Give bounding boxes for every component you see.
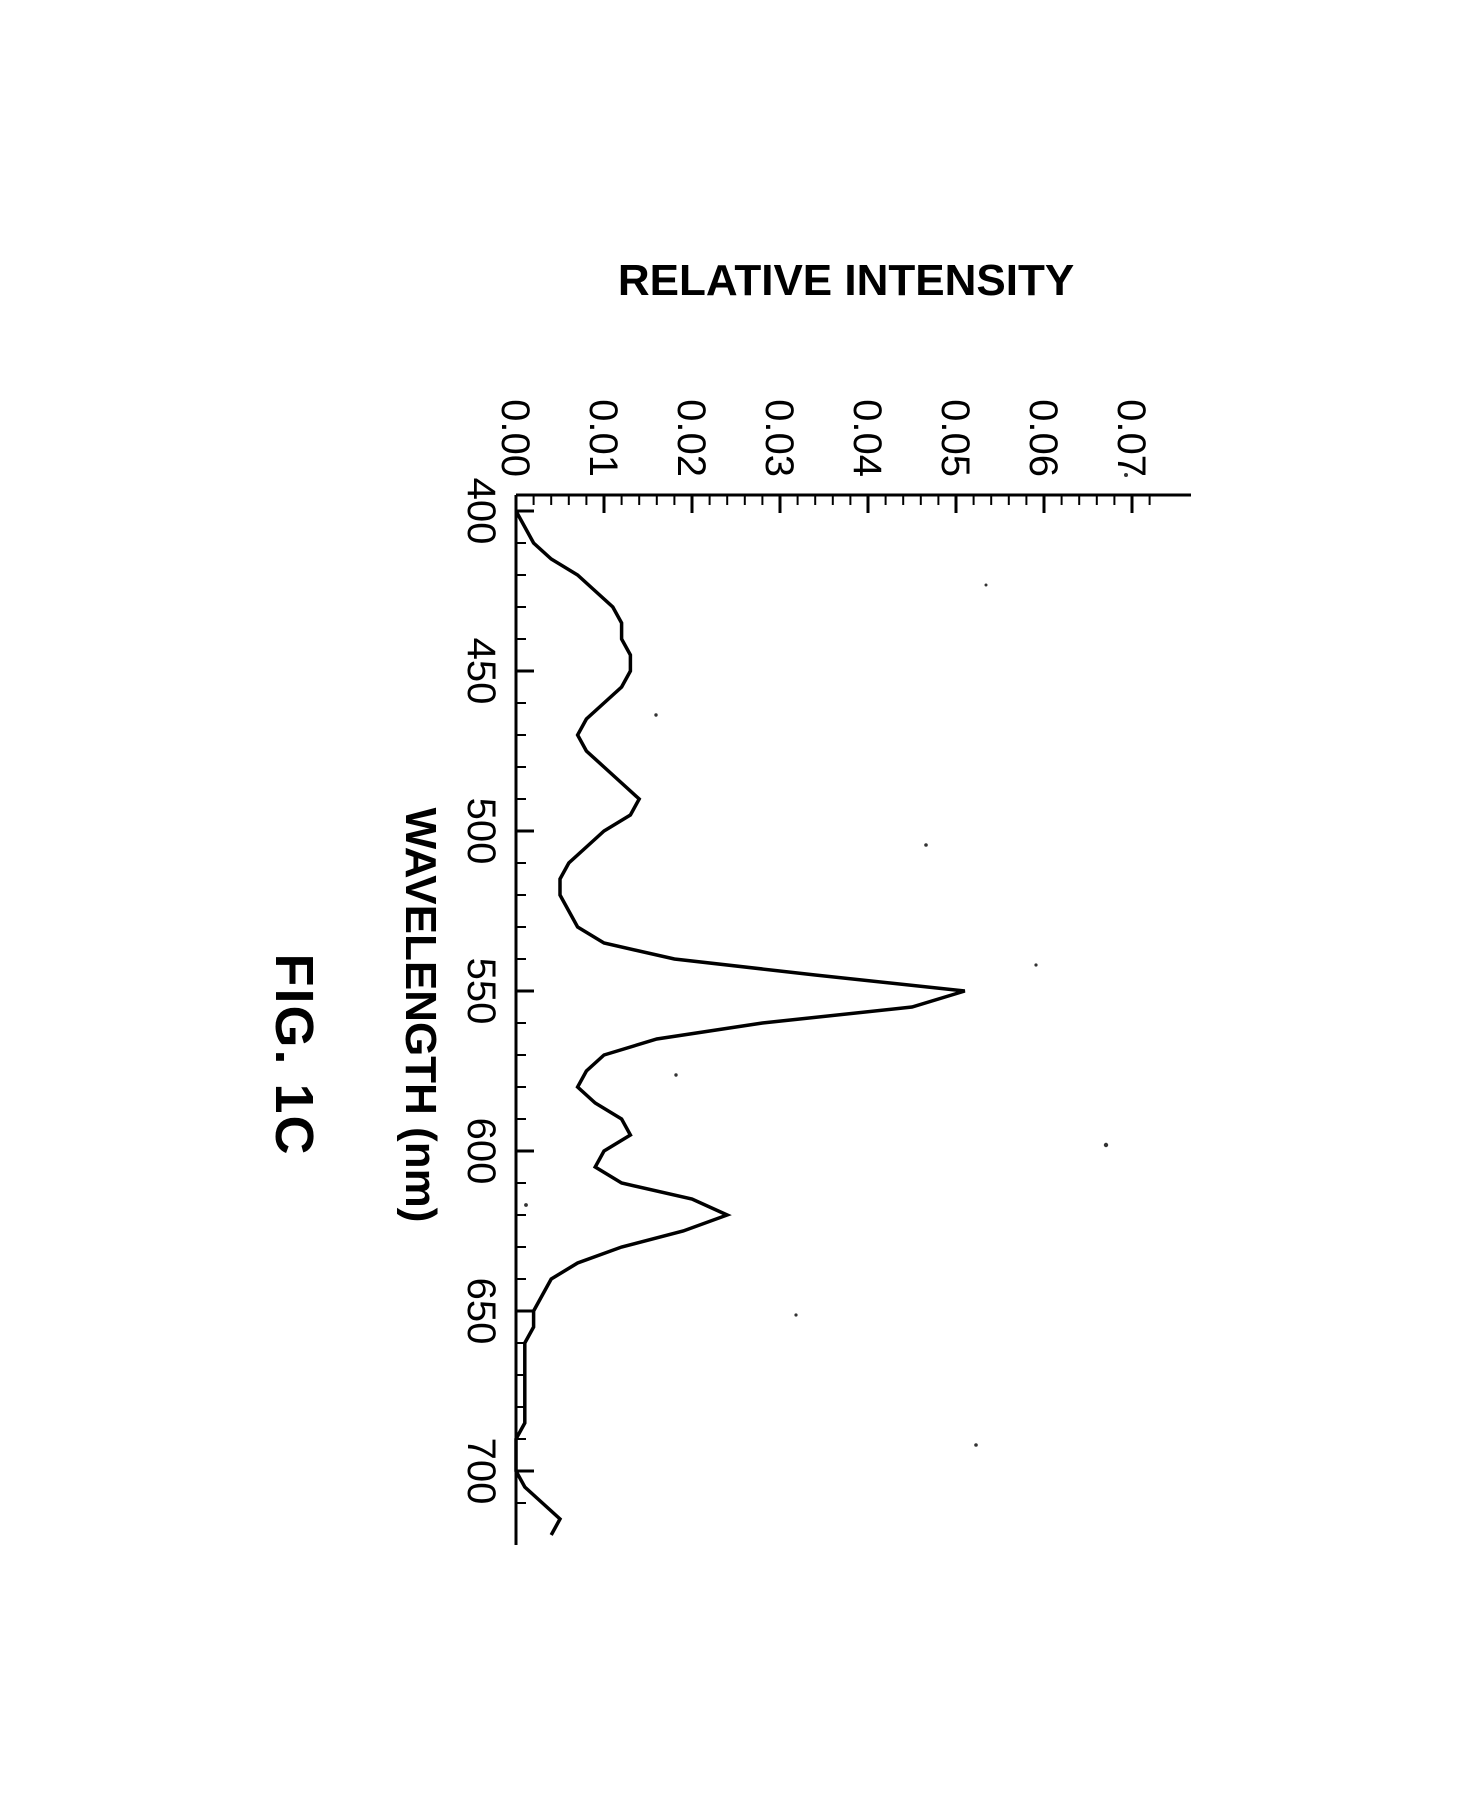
y-tick-label: 0.05 xyxy=(933,399,977,477)
y-tick-label: 0.07 xyxy=(1109,399,1153,477)
noise-speck xyxy=(654,713,657,716)
y-axis-label: RELATIVE INTENSITY xyxy=(618,256,1074,305)
page-container: 0.00 0.01 0.02 0.03 0.04 0.05 0.06 0.07 400 450 50… xyxy=(0,0,1472,1809)
noise-speck xyxy=(1034,963,1037,966)
y-tick-label: 0.04 xyxy=(845,399,889,477)
y-tick-label: 0.02 xyxy=(669,399,713,477)
y-tick-label: 0.06 xyxy=(1021,399,1065,477)
x-tick-label: 400 xyxy=(459,477,503,544)
x-tick-label: 500 xyxy=(459,797,503,864)
x-axis-label: WAVELENGTH (nm) xyxy=(396,807,445,1222)
rotated-figure-wrapper: 0.00 0.01 0.02 0.03 0.04 0.05 0.06 0.07 400 450 50… xyxy=(236,205,1236,1605)
noise-speck xyxy=(974,1443,978,1447)
y-tick-label: 0.00 xyxy=(493,399,537,477)
noise-speck xyxy=(674,1073,677,1076)
noise-speck xyxy=(1104,1142,1108,1146)
x-tick-label: 600 xyxy=(459,1117,503,1184)
x-tick-label: 550 xyxy=(459,957,503,1024)
figure-1c: 0.00 0.01 0.02 0.03 0.04 0.05 0.06 0.07 400 450 50… xyxy=(236,205,1236,1605)
x-tick-label: 700 xyxy=(459,1437,503,1504)
noise-speck xyxy=(985,583,988,586)
noise-speck xyxy=(524,1203,528,1207)
x-tick-label: 650 xyxy=(459,1277,503,1344)
spectrum-line xyxy=(516,511,965,1535)
noise-speck xyxy=(794,1313,797,1316)
y-tick-label: 0.01 xyxy=(581,399,625,477)
figure-label: FIG. 1C xyxy=(264,953,324,1156)
x-tick-label: 450 xyxy=(459,637,503,704)
noise-speck xyxy=(924,843,928,847)
spectrum-chart: 0.00 0.01 0.02 0.03 0.04 0.05 0.06 0.07 400 450 50… xyxy=(236,205,1236,1605)
y-tick-label: 0.03 xyxy=(757,399,801,477)
